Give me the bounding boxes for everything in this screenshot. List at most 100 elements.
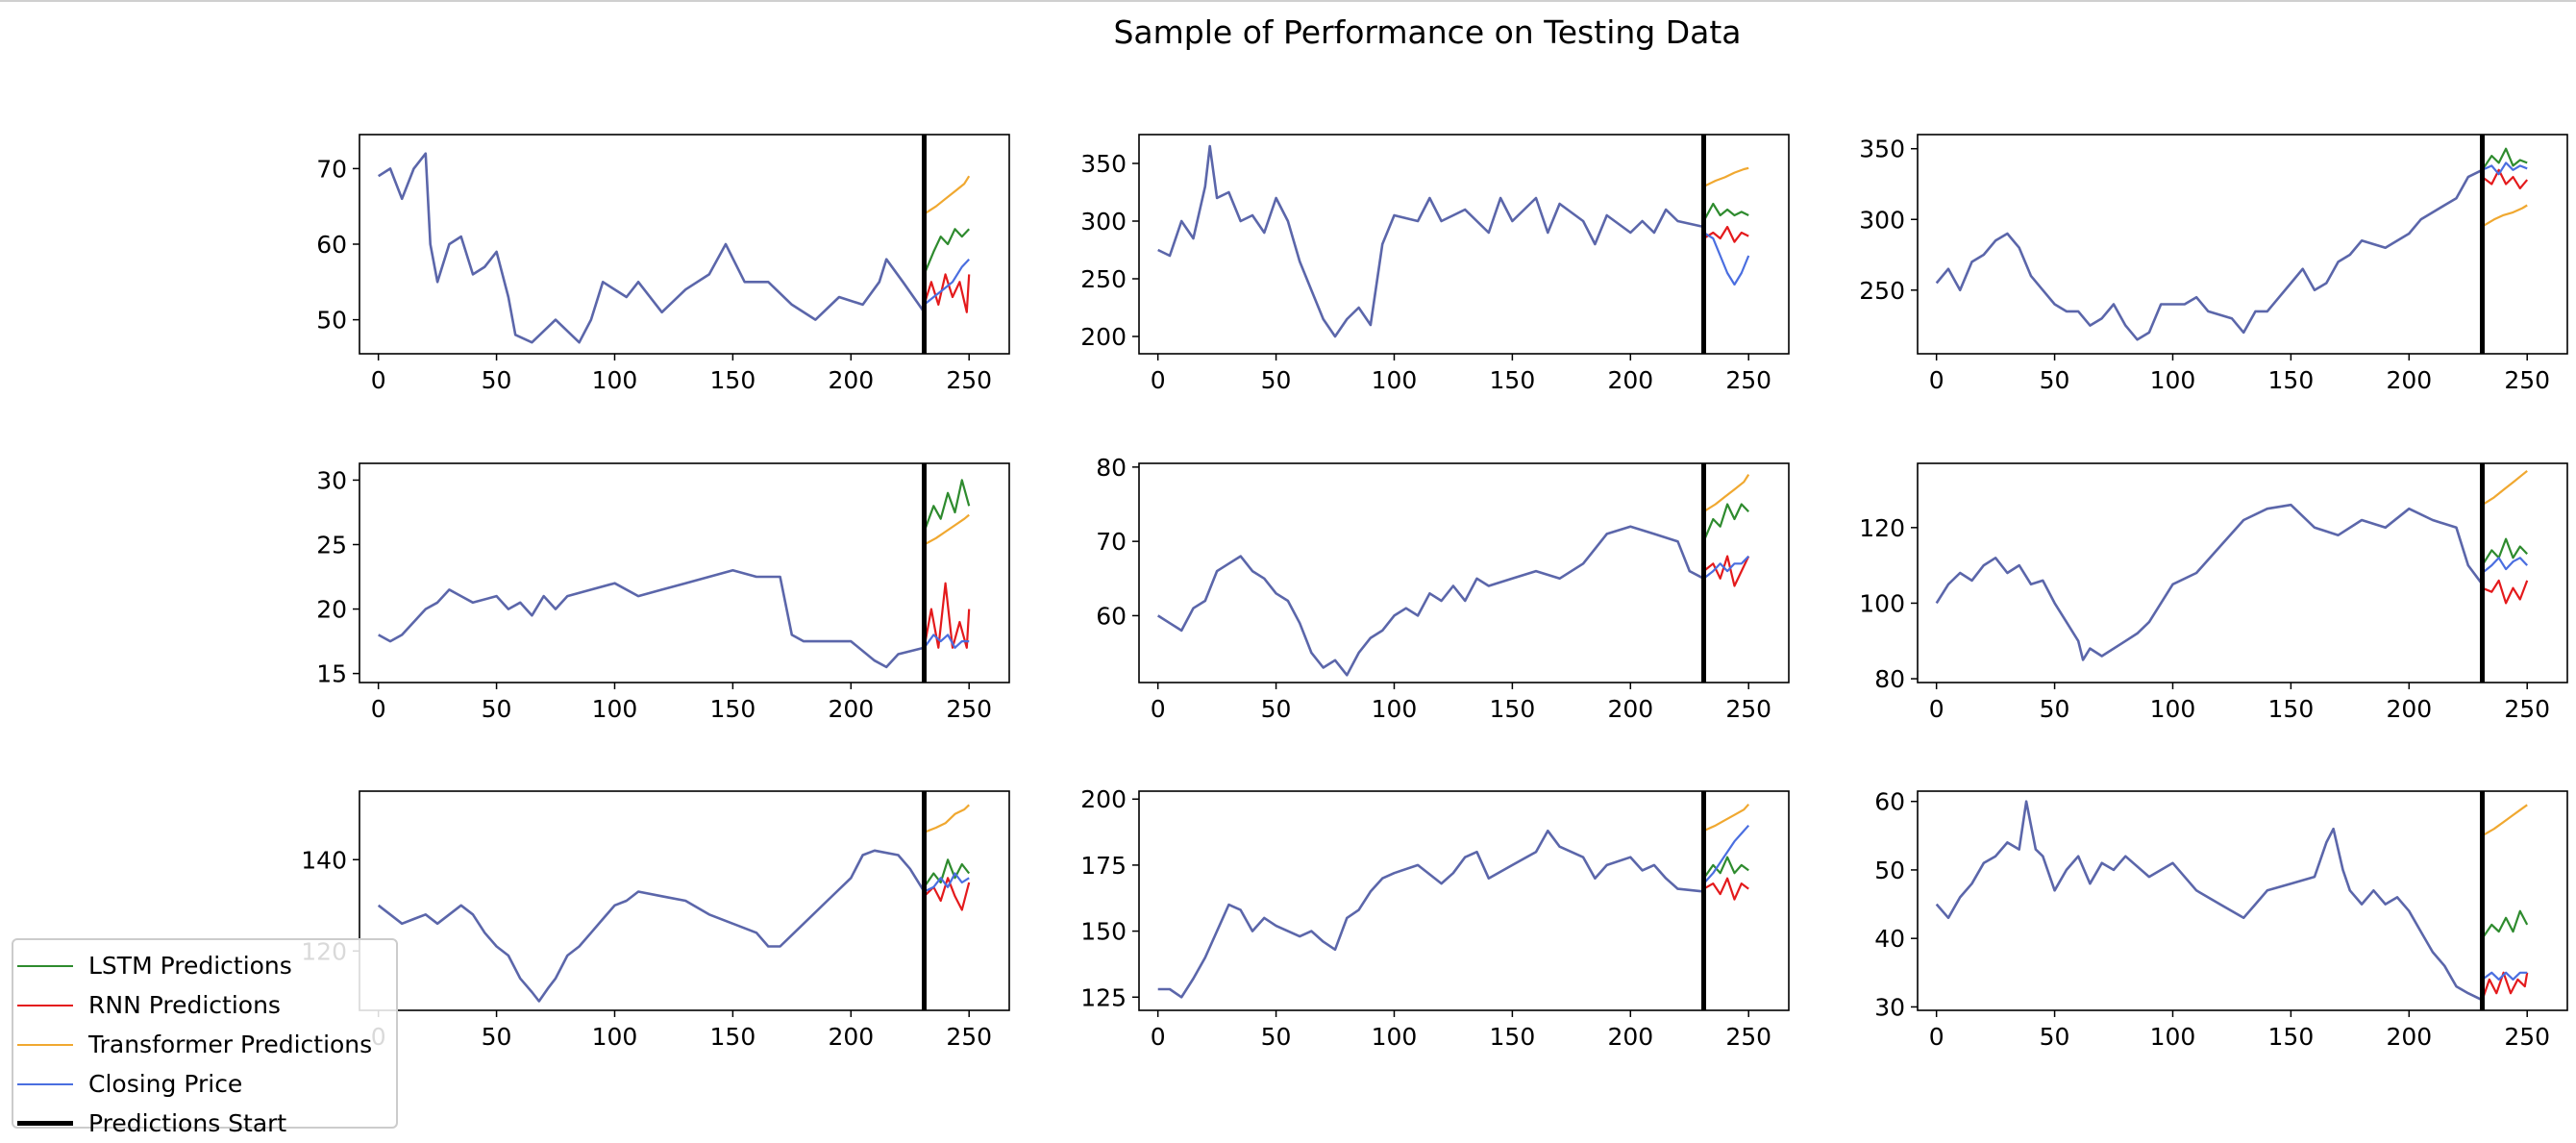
y-tick-label: 125 — [1080, 983, 1127, 1011]
transformer-predictions-line — [923, 513, 970, 546]
legend-item: RNN Predictions — [13, 985, 396, 1025]
y-tick-label: 350 — [1080, 150, 1127, 178]
plot-frame — [1917, 134, 2568, 355]
x-tick-label: 100 — [592, 695, 638, 723]
x-tick-label: 150 — [1490, 695, 1536, 723]
x-tick-label: 100 — [592, 366, 638, 394]
x-tick-label: 200 — [2386, 366, 2432, 394]
legend-swatch — [17, 1004, 73, 1006]
x-tick-label: 250 — [1725, 1023, 1771, 1051]
lstm-predictions-line — [1702, 202, 1749, 222]
x-tick-label: 250 — [1725, 695, 1771, 723]
y-tick-label: 30 — [316, 466, 347, 494]
legend-label: Closing Price — [88, 1070, 243, 1098]
x-tick-label: 0 — [1151, 695, 1166, 723]
x-tick-label: 100 — [1372, 695, 1418, 723]
closing-price-line — [1702, 232, 1750, 286]
y-tick-label: 15 — [316, 660, 347, 688]
y-tick-label: 200 — [1080, 323, 1127, 351]
closing-price-history-line — [378, 152, 926, 344]
y-tick-label: 30 — [1874, 993, 1905, 1021]
lstm-predictions-line — [923, 228, 970, 275]
y-tick-label: 100 — [1859, 589, 1905, 617]
y-tick-label: 80 — [1874, 665, 1905, 693]
legend-label: RNN Predictions — [88, 991, 281, 1019]
x-tick-label: 50 — [482, 695, 512, 723]
legend-item: Predictions Start — [13, 1104, 396, 1143]
rnn-predictions-line — [2482, 579, 2529, 605]
legend-swatch — [17, 964, 73, 967]
legend-label: LSTM Predictions — [88, 952, 292, 980]
transformer-predictions-line — [2481, 804, 2528, 837]
x-tick-label: 150 — [2268, 695, 2315, 723]
plot-area — [1139, 791, 1789, 1010]
x-tick-label: 200 — [1607, 366, 1653, 394]
legend-item: Closing Price — [13, 1064, 396, 1104]
y-tick-label: 300 — [1859, 206, 1905, 234]
subplot-6: 0 50 100 150 200 250 80 100 120 — [1859, 462, 2568, 723]
x-tick-label: 50 — [1261, 1023, 1292, 1051]
x-tick-label: 150 — [1490, 366, 1536, 394]
x-tick-label: 100 — [2150, 366, 2196, 394]
rnn-predictions-line — [923, 582, 971, 649]
closing-price-line — [2481, 971, 2528, 981]
x-tick-label: 200 — [828, 695, 874, 723]
plot-area — [1139, 463, 1789, 683]
x-tick-label: 250 — [946, 1023, 992, 1051]
y-tick-label: 60 — [1874, 788, 1905, 816]
closing-price-history-line — [1935, 503, 2484, 661]
y-tick-label: 70 — [1096, 528, 1127, 556]
y-tick-label: 200 — [1080, 785, 1127, 813]
x-tick-label: 200 — [2386, 695, 2432, 723]
x-tick-label: 150 — [710, 695, 756, 723]
x-tick-label: 50 — [482, 1023, 512, 1051]
subplot-7: 050100150200250120140 — [301, 790, 1010, 1051]
x-tick-label: 50 — [2040, 1023, 2070, 1051]
rnn-predictions-line — [2481, 168, 2529, 189]
legend-swatch — [17, 1121, 73, 1126]
x-tick-label: 50 — [1261, 695, 1292, 723]
lstm-predictions-line — [2481, 909, 2529, 939]
y-tick-label: 175 — [1080, 852, 1127, 880]
x-tick-label: 50 — [2040, 366, 2070, 394]
x-tick-label: 0 — [1151, 1023, 1166, 1051]
plot-frame — [1917, 790, 2568, 1011]
closing-price-history-line — [377, 849, 926, 1003]
closing-price-line — [2482, 162, 2528, 176]
lstm-predictions-line — [1702, 503, 1749, 542]
y-tick-label: 50 — [1874, 857, 1905, 884]
x-tick-label: 0 — [1929, 695, 1944, 723]
transformer-predictions-line — [1702, 474, 1750, 513]
y-tick-label: 250 — [1859, 277, 1905, 305]
closing-price-line — [924, 872, 970, 893]
plot-frame — [359, 790, 1010, 1011]
lstm-predictions-line — [2481, 537, 2528, 566]
closing-price-history-line — [1935, 168, 2484, 341]
subplot-8: 0 50 100 150 200 250 125 150 175 200 — [1080, 785, 1790, 1051]
x-tick-label: 100 — [2150, 1023, 2196, 1051]
closing-price-history-line — [1157, 829, 1704, 999]
legend-swatch — [17, 1043, 73, 1046]
closing-price-history-line — [1935, 800, 2484, 1002]
x-tick-label: 0 — [371, 366, 386, 394]
x-tick-label: 0 — [371, 695, 386, 723]
transformer-predictions-line — [923, 175, 971, 215]
transformer-predictions-line — [2481, 470, 2528, 507]
x-tick-label: 150 — [2268, 366, 2315, 394]
x-tick-label: 250 — [1725, 366, 1771, 394]
figure-title: Sample of Performance on Testing Data — [1113, 13, 1742, 51]
transformer-predictions-line — [1703, 803, 1750, 832]
transformer-predictions-line — [924, 804, 970, 833]
x-tick-label: 250 — [2504, 1023, 2550, 1051]
plot-frame — [1917, 462, 2568, 683]
y-tick-label: 250 — [1080, 265, 1127, 293]
closing-price-line — [923, 258, 971, 306]
rnn-predictions-line — [2481, 971, 2529, 1001]
x-tick-label: 50 — [2040, 695, 2070, 723]
legend-item: LSTM Predictions — [13, 946, 396, 985]
y-tick-label: 20 — [316, 596, 347, 624]
top-divider — [0, 0, 2576, 2]
y-tick-label: 70 — [316, 155, 347, 183]
subplot-2: 0 50 100 150 200 250 200 250 300 350 — [1080, 134, 1790, 394]
legend-swatch — [17, 1082, 73, 1085]
